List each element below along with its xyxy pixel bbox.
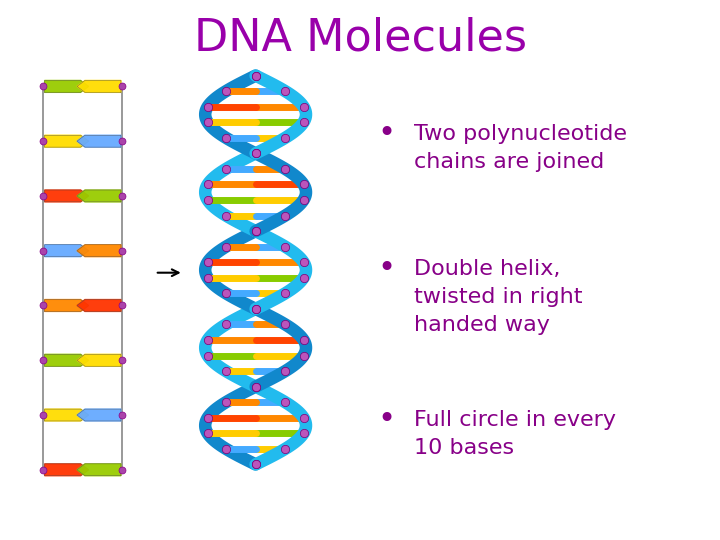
Polygon shape	[77, 409, 121, 421]
Polygon shape	[77, 135, 121, 147]
Polygon shape	[77, 80, 121, 92]
Text: Full circle in every
10 bases: Full circle in every 10 bases	[414, 410, 616, 458]
Polygon shape	[77, 464, 121, 476]
Polygon shape	[77, 354, 121, 366]
Text: •: •	[378, 119, 396, 148]
Polygon shape	[45, 409, 89, 421]
Polygon shape	[45, 135, 89, 147]
Polygon shape	[45, 300, 89, 312]
Polygon shape	[45, 245, 89, 256]
Text: •: •	[378, 405, 396, 434]
Polygon shape	[77, 190, 121, 202]
Text: •: •	[378, 254, 396, 283]
Polygon shape	[77, 245, 121, 256]
Polygon shape	[45, 464, 89, 476]
Polygon shape	[77, 300, 121, 312]
Text: Double helix,
twisted in right
handed way: Double helix, twisted in right handed wa…	[414, 259, 582, 335]
Polygon shape	[45, 354, 89, 366]
Text: DNA Molecules: DNA Molecules	[194, 16, 526, 59]
Polygon shape	[45, 190, 89, 202]
Polygon shape	[45, 80, 89, 92]
Text: Two polynucleotide
chains are joined: Two polynucleotide chains are joined	[414, 124, 627, 172]
